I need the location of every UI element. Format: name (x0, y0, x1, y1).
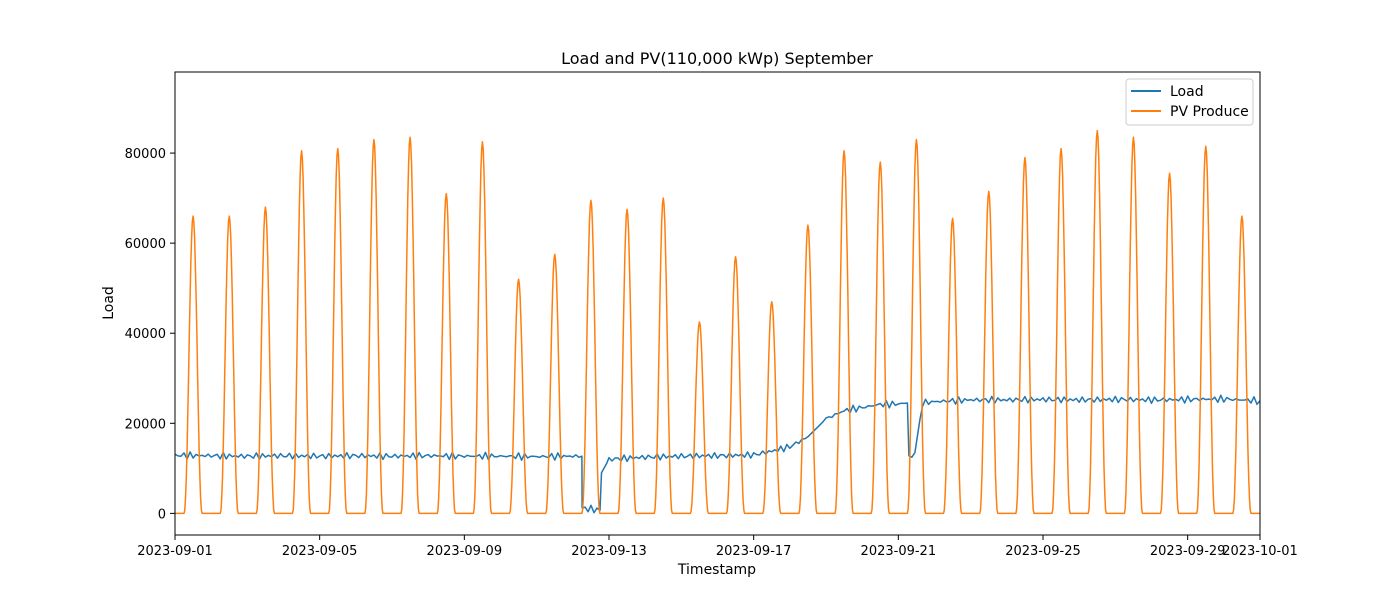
y-tick-label: 20000 (125, 417, 166, 432)
x-tick-label: 2023-09-17 (716, 544, 792, 559)
chart-title: Load and PV(110,000 kWp) September (561, 49, 873, 68)
y-axis: 0 20000 40000 60000 80000 (125, 147, 175, 522)
x-tick-label: 2023-09-09 (427, 544, 503, 559)
series-layer (175, 129, 1260, 515)
y-tick-label: 40000 (125, 327, 166, 342)
y-axis-label: Load (101, 286, 117, 320)
x-tick-label: 2023-09-25 (1005, 544, 1081, 559)
x-tick-label: 2023-09-01 (137, 544, 213, 559)
plot-frame (174, 71, 1261, 536)
plot-area (174, 71, 1261, 536)
y-tick-label: 60000 (125, 237, 166, 252)
x-tick-label: 2023-10-01 (1222, 544, 1298, 559)
legend-label-load: Load (1170, 84, 1204, 100)
x-tick-label: 2023-09-05 (282, 544, 358, 559)
x-tick-label: 2023-09-21 (861, 544, 937, 559)
x-tick-label: 2023-09-13 (571, 544, 647, 559)
y-tick-label: 0 (158, 507, 166, 522)
series-line-load (175, 394, 1260, 514)
series-line-pv-produce (175, 129, 1260, 515)
x-tick-label: 2023-09-29 (1150, 544, 1226, 559)
y-tick-label: 80000 (125, 147, 166, 162)
legend: Load PV Produce (1125, 78, 1254, 126)
x-axis-label: Timestamp (677, 562, 756, 578)
legend-label-pv: PV Produce (1170, 104, 1249, 120)
x-axis: 2023-09-01 2023-09-05 2023-09-09 2023-09-13… (137, 535, 1298, 559)
